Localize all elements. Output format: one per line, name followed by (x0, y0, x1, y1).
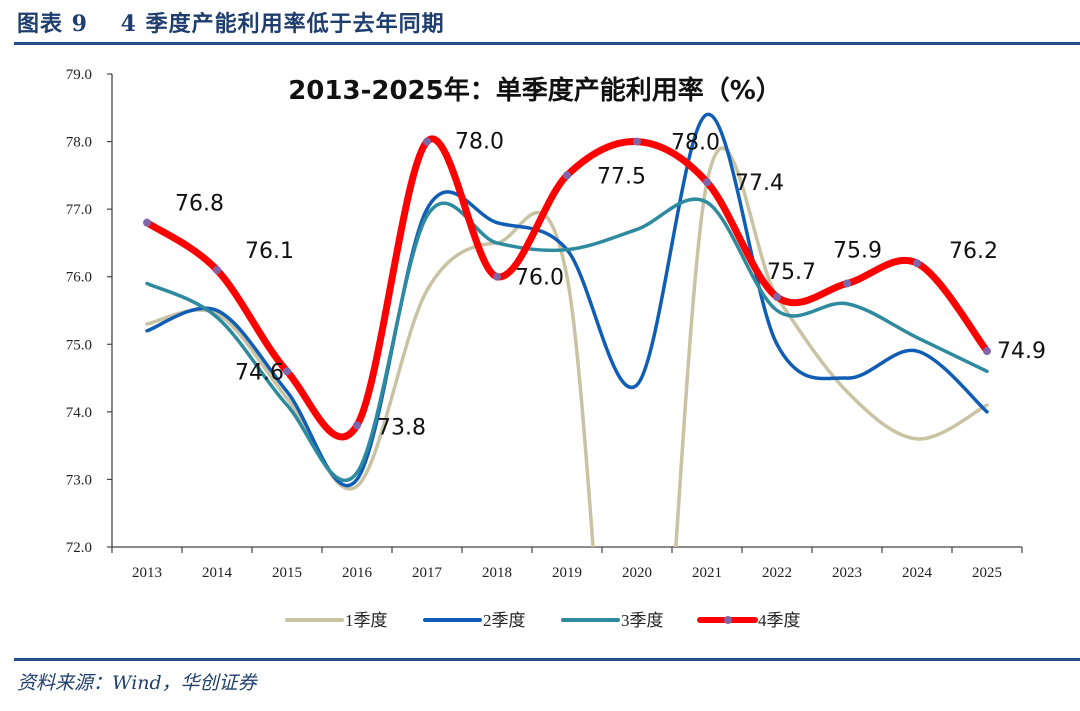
legend-label: 1季度 (345, 611, 388, 630)
x-tick-label: 2013 (132, 565, 162, 581)
x-tick-label: 2020 (622, 565, 652, 581)
y-tick-label: 78.0 (66, 135, 92, 151)
x-tick-label: 2023 (832, 565, 862, 581)
x-tick-label: 2015 (272, 565, 302, 581)
q4-data-point (703, 178, 711, 187)
q4-data-point (913, 259, 921, 268)
q4-data-label: 77.5 (597, 164, 646, 189)
q4-data-label: 78.0 (455, 130, 504, 155)
q4-data-point (633, 137, 641, 146)
source-note: 资料来源：Wind，华创证券 (17, 672, 257, 694)
q4-data-label: 78.0 (671, 131, 720, 156)
axes: 72.0 73.0 74.0 75.0 76.0 77.0 78.0 79.0 2013 2014… (66, 67, 1023, 581)
q4-data-label: 76.1 (245, 239, 294, 264)
y-tick-label: 74.0 (66, 405, 92, 421)
q4-data-label: 77.4 (735, 171, 784, 196)
q4-data-label: 75.9 (833, 238, 882, 263)
legend-item-q2: 2季度 (423, 611, 526, 630)
x-tick-label: 2014 (202, 565, 233, 581)
series-line-q4 (143, 135, 991, 441)
q4-data-label: 75.7 (767, 260, 816, 285)
q4-data-point (773, 292, 781, 301)
series-line-q1 (145, 146, 989, 547)
y-tick-label: 73.0 (66, 472, 92, 488)
q4-data-label: 73.8 (377, 415, 426, 440)
series-layer (143, 112, 991, 547)
q4-data-point (283, 367, 291, 376)
q4-data-point (983, 347, 991, 356)
y-tick-label: 77.0 (66, 202, 92, 218)
q4-data-point (563, 171, 571, 180)
q4-data-point (213, 265, 221, 274)
data-labels: 76.8 76.1 74.6 73.8 78.0 76.0 77.5 78.0 77.4 75.7… (175, 130, 1046, 441)
q4-data-label: 74.6 (235, 360, 284, 385)
q4-data-point (143, 218, 151, 227)
q4-data-label: 76.8 (175, 192, 224, 217)
legend-label: 4季度 (758, 611, 801, 630)
legend-label: 2季度 (483, 611, 526, 630)
series-line-q2 (145, 112, 989, 488)
x-tick-label: 2024 (902, 565, 933, 581)
chart-title: 2013-2025年：单季度产能利用率（%） (288, 75, 782, 106)
q4-data-label: 76.2 (949, 239, 998, 264)
figure-header: 图表 9 4 季度产能利用率低于去年同期 (17, 6, 445, 38)
x-tick-label: 2016 (342, 565, 373, 581)
x-tick-label: 2019 (552, 565, 582, 581)
q4-data-label: 74.9 (997, 339, 1046, 364)
legend: 1季度 2季度 3季度 4季度 (285, 611, 801, 630)
footer-divider (14, 658, 1080, 661)
x-tick-label: 2022 (762, 565, 792, 581)
y-tick-label: 79.0 (66, 67, 92, 83)
figure-label: 图表 9 (17, 11, 88, 37)
x-tick-label: 2017 (412, 565, 443, 581)
legend-item-q1: 1季度 (285, 611, 388, 630)
legend-item-q3: 3季度 (561, 611, 664, 630)
legend-label: 3季度 (621, 611, 664, 630)
header-divider (14, 42, 1080, 45)
x-tick-label: 2025 (972, 565, 1002, 581)
y-tick-label: 72.0 (66, 540, 92, 556)
q4-data-point (353, 421, 361, 430)
q4-data-point (423, 137, 431, 146)
x-tick-label: 2021 (692, 565, 722, 581)
y-tick-label: 75.0 (66, 337, 92, 353)
figure-title: 4 季度产能利用率低于去年同期 (120, 11, 445, 37)
legend-marker (724, 616, 732, 624)
q4-data-label: 76.0 (515, 266, 564, 291)
q4-data-point (493, 272, 501, 281)
q4-data-point (843, 279, 851, 288)
legend-item-q4: 4季度 (697, 611, 801, 630)
x-tick-label: 2018 (482, 565, 512, 581)
y-tick-label: 76.0 (66, 270, 92, 286)
